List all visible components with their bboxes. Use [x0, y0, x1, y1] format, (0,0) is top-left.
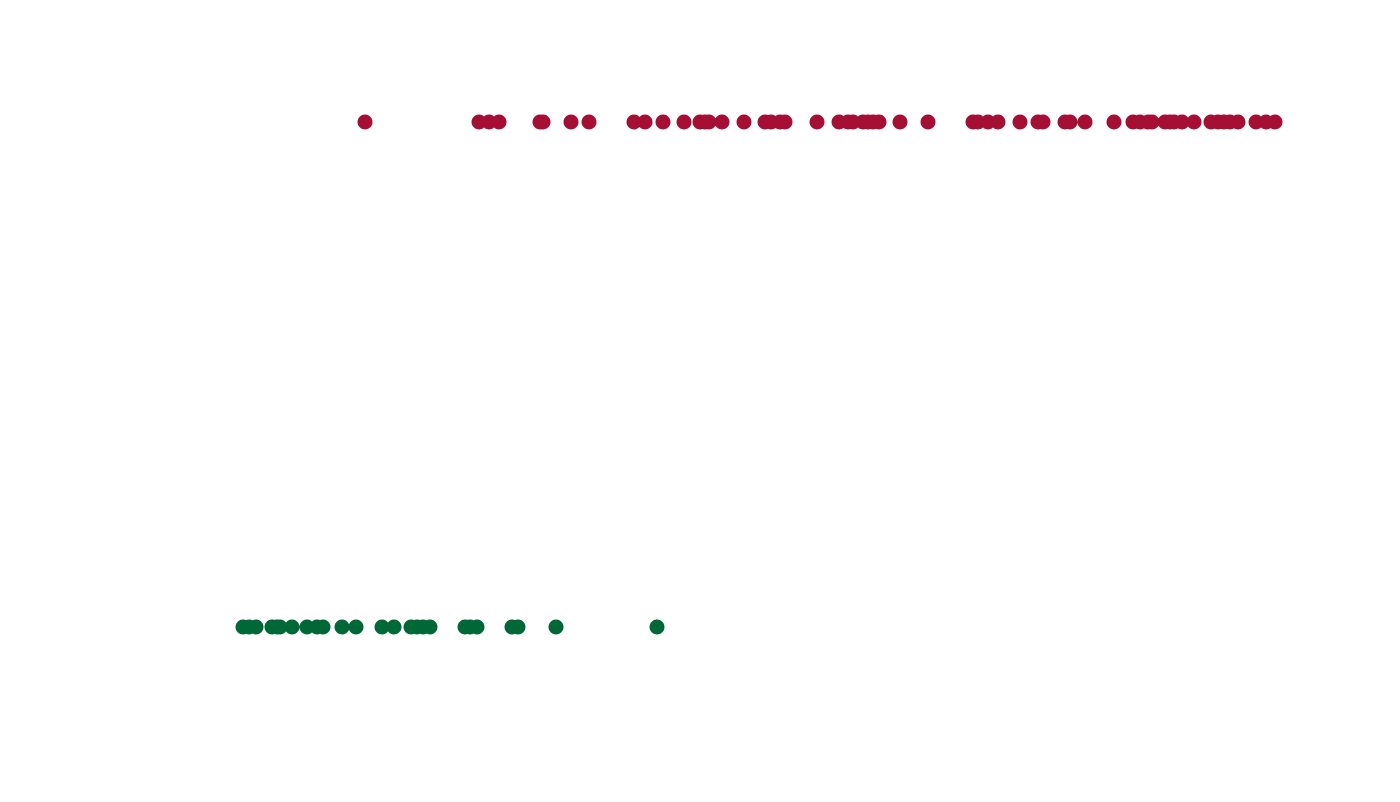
dot: [386, 619, 402, 635]
dot: [548, 619, 564, 635]
dot: [284, 619, 300, 635]
dot: [1062, 114, 1078, 130]
dot: [920, 114, 936, 130]
dot: [1267, 114, 1283, 130]
dot: [334, 619, 350, 635]
dot: [809, 114, 825, 130]
dot: [1035, 114, 1051, 130]
dot: [1186, 114, 1202, 130]
dot: [736, 114, 752, 130]
dot: [1174, 114, 1190, 130]
dot: [1106, 114, 1122, 130]
dot: [871, 114, 887, 130]
dot: [491, 114, 507, 130]
dot: [990, 114, 1006, 130]
dot: [1230, 114, 1246, 130]
dot: [348, 619, 364, 635]
dot: [714, 114, 730, 130]
dot: [510, 619, 526, 635]
dot: [357, 114, 373, 130]
dot: [701, 114, 717, 130]
dot: [1077, 114, 1093, 130]
dot: [1012, 114, 1028, 130]
dot: [248, 619, 264, 635]
dot: [315, 619, 331, 635]
dot: [777, 114, 793, 130]
dot: [422, 619, 438, 635]
dot: [1144, 114, 1160, 130]
dot: [892, 114, 908, 130]
dot: [676, 114, 692, 130]
dot: [626, 114, 642, 130]
dot: [655, 114, 671, 130]
dot: [563, 114, 579, 130]
dot: [637, 114, 653, 130]
dot: [374, 619, 390, 635]
dot: [272, 619, 288, 635]
dot: [649, 619, 665, 635]
dot: [469, 619, 485, 635]
dot: [581, 114, 597, 130]
dot: [535, 114, 551, 130]
